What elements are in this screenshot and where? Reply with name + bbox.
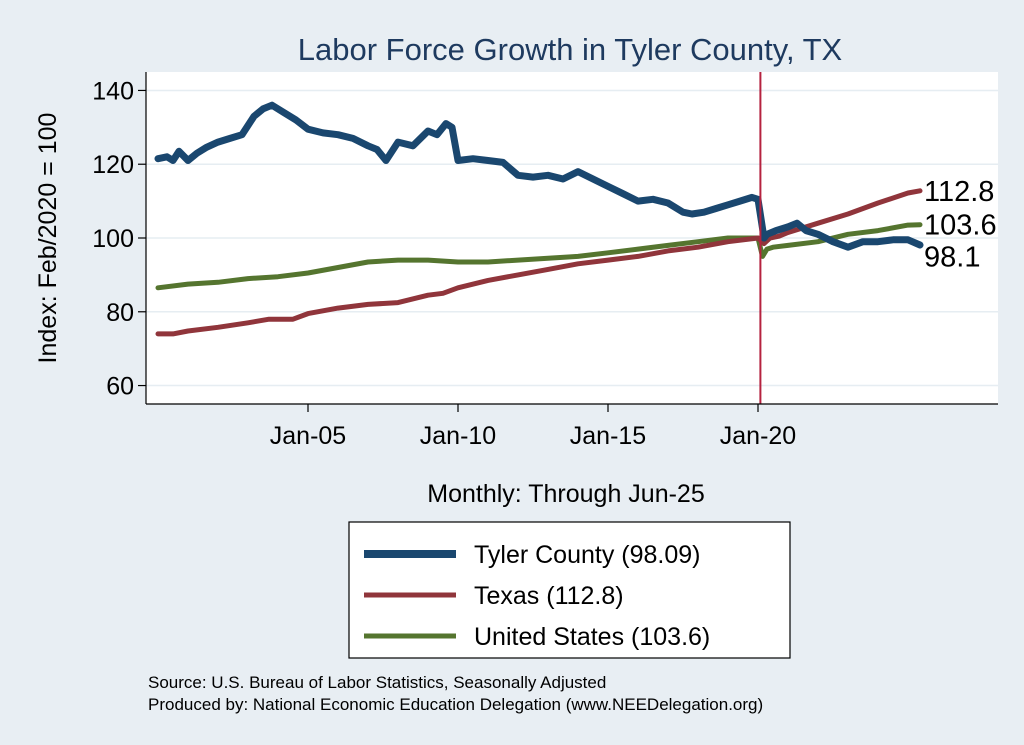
chart-title: Labor Force Growth in Tyler County, TX (298, 32, 843, 67)
end-label-texas: 112.8 (924, 176, 994, 208)
grid (146, 89, 998, 387)
series-line-tyler-county (154, 101, 924, 251)
series-lines (154, 101, 924, 337)
y-tick-label-140: 140 (92, 77, 134, 105)
end-label-united-states: 103.6 (924, 210, 997, 242)
series-line-united-states (155, 222, 923, 291)
end-label-tyler-county: 98.1 (924, 242, 980, 274)
legend-label-texas: Texas (112.8) (474, 582, 624, 610)
y-tick-label-120: 120 (92, 151, 134, 179)
produced-by-note: Produced by: National Economic Education… (148, 695, 763, 714)
x-tick-label-jan-05: Jan-05 (270, 422, 346, 450)
x-tick-label-jan-10: Jan-10 (420, 422, 496, 450)
x-tick-label-jan-15: Jan-15 (570, 422, 646, 450)
x-axis-title: Monthly: Through Jun-25 (427, 480, 704, 508)
y-axis-ticks: 60 80 100 120 140 (92, 77, 146, 401)
x-tick-label-jan-20: Jan-20 (720, 422, 796, 450)
legend: Tyler County (98.09) Texas (112.8) United … (348, 521, 791, 659)
y-tick-label-60: 60 (106, 373, 134, 401)
series-line-texas (155, 188, 923, 337)
legend-label-united-states: United States (103.6) (474, 623, 710, 651)
x-axis-ticks: Jan-05 Jan-10 Jan-15 Jan-20 (270, 404, 796, 450)
y-tick-label-100: 100 (92, 225, 134, 253)
y-axis-title: Index: Feb/2020 = 100 (34, 113, 62, 364)
y-tick-label-80: 80 (106, 299, 134, 327)
source-note: Source: U.S. Bureau of Labor Statistics,… (148, 673, 606, 692)
legend-label-tyler-county: Tyler County (98.09) (474, 541, 701, 569)
